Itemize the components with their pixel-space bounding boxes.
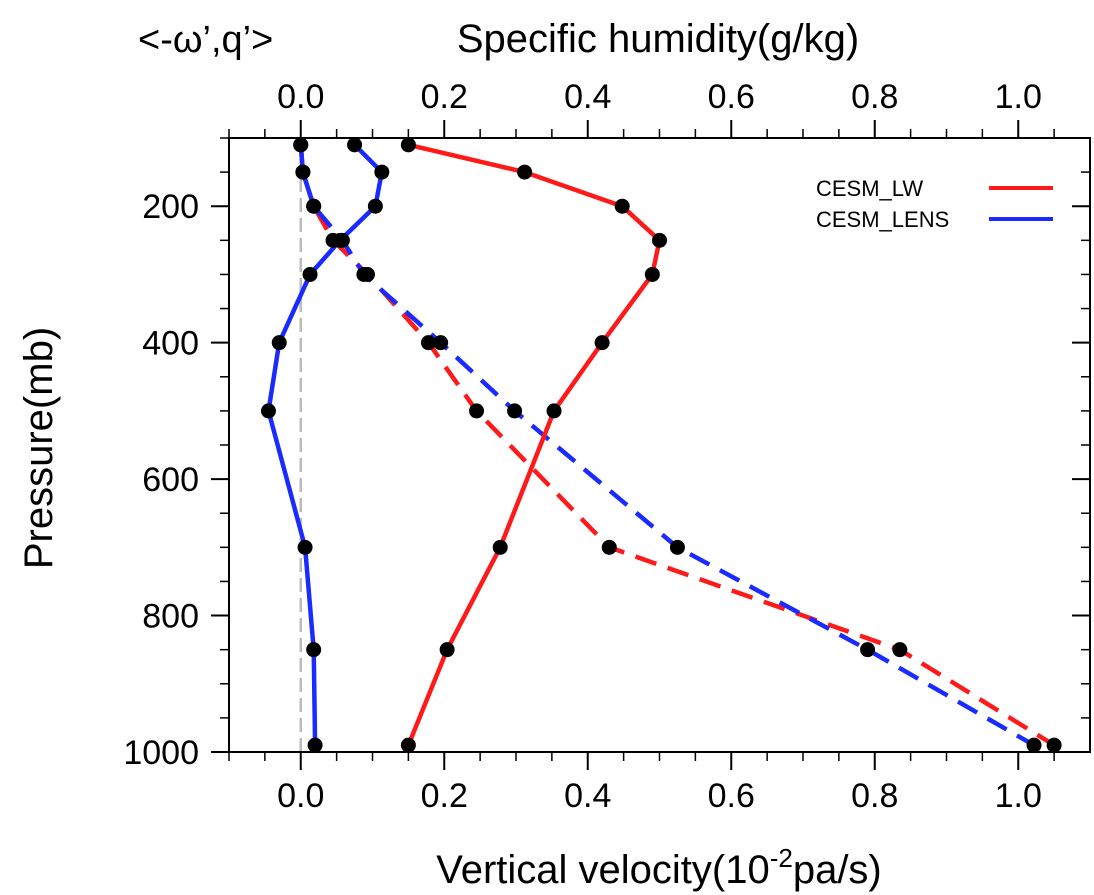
bottom-axis-label: Vertical velocity(10-2pa/s) <box>436 843 882 892</box>
data-point <box>295 164 311 180</box>
data-point <box>420 335 436 351</box>
data-point <box>860 642 876 658</box>
legend-label-cesm-lw: CESM_LW <box>816 176 923 201</box>
y-tick-label: 400 <box>142 325 199 363</box>
data-point <box>594 335 610 351</box>
data-point <box>347 137 363 153</box>
corner-label: <-ω’,q’> <box>138 19 273 61</box>
x-tick-label: 0.2 <box>421 777 468 815</box>
bottom-axis-label-tail: pa/s) <box>793 848 882 892</box>
plot-content <box>260 137 1062 753</box>
y-tick-label: 800 <box>142 598 199 636</box>
x-tick-label: 0.4 <box>564 777 611 815</box>
series-line-cesm-lens-bottom <box>298 144 1036 748</box>
data-point <box>469 403 485 419</box>
y-tick-label: 600 <box>142 461 199 499</box>
data-point <box>260 403 276 419</box>
data-point <box>669 539 685 555</box>
data-point <box>400 137 416 153</box>
series-line-cesm-lw-bottom <box>298 144 1056 748</box>
data-point <box>892 642 908 658</box>
top-tick-label: 0.8 <box>851 78 898 116</box>
axis-labels: 0.0 0.2 0.4 0.6 0.8 1.0 0.0 0.2 0.4 0.6 0.8 1.0 200 4… <box>123 78 1042 815</box>
data-point <box>507 403 523 419</box>
legend-label-cesm-lens: CESM_LENS <box>816 207 949 232</box>
plot-frame <box>228 137 1091 753</box>
data-point <box>374 164 390 180</box>
data-point <box>644 266 660 282</box>
top-tick-label: 0.2 <box>421 78 468 116</box>
top-tick-label: 0.6 <box>708 78 755 116</box>
top-tick-label: 0.0 <box>277 78 324 116</box>
data-point <box>400 737 416 753</box>
bottom-axis-label-sup: -2 <box>770 843 793 873</box>
x-tick-label: 0.8 <box>851 777 898 815</box>
x-tick-label: 1.0 <box>995 777 1042 815</box>
data-point <box>293 137 309 153</box>
legend: CESM_LW CESM_LENS <box>816 176 1053 232</box>
data-point <box>1046 737 1062 753</box>
top-axis-label: Specific humidity(g/kg) <box>457 17 859 61</box>
data-point <box>306 642 322 658</box>
top-tick-label: 0.4 <box>564 78 611 116</box>
data-point <box>271 335 287 351</box>
data-point <box>332 232 348 248</box>
y-tick-label: 1000 <box>123 734 199 772</box>
series-line-cesm-lens-top <box>266 143 385 746</box>
data-point <box>601 539 617 555</box>
x-tick-label: 0.0 <box>277 777 324 815</box>
data-point <box>367 198 383 214</box>
data-point <box>307 737 323 753</box>
left-axis-label: Pressure(mb) <box>17 327 61 569</box>
data-point <box>306 198 322 214</box>
series-line-cesm-lw-top <box>406 142 662 747</box>
bottom-axis-label-main: Vertical velocity(10 <box>436 848 769 892</box>
data-point <box>652 232 667 248</box>
top-tick-label: 1.0 <box>995 78 1042 116</box>
data-point <box>546 403 562 419</box>
data-point <box>1026 737 1042 753</box>
x-tick-label: 0.6 <box>708 777 755 815</box>
data-point <box>439 642 455 658</box>
axis-ticks <box>211 120 1090 770</box>
data-point <box>356 266 372 282</box>
data-point <box>433 335 449 351</box>
y-tick-label: 200 <box>142 188 199 226</box>
data-point <box>302 266 318 282</box>
data-point <box>492 539 508 555</box>
data-point <box>614 198 630 214</box>
data-point <box>297 539 313 555</box>
data-point <box>517 164 533 180</box>
